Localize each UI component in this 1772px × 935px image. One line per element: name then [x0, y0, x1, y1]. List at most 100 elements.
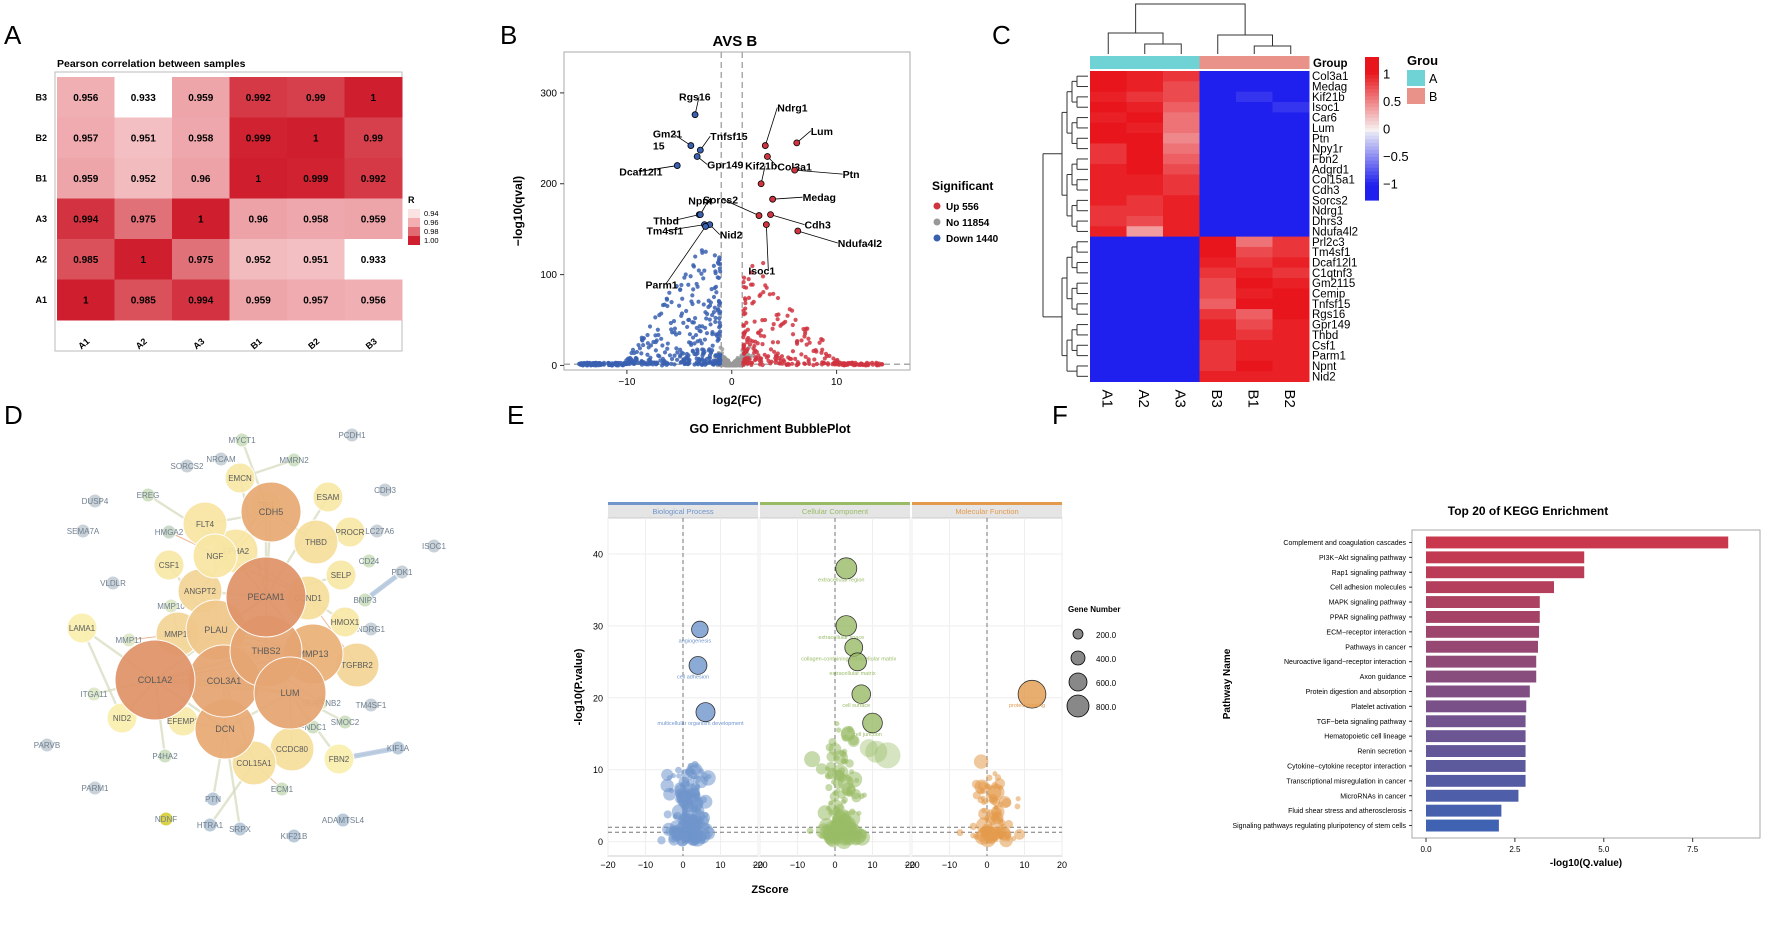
network-node: [361, 553, 377, 569]
col-dendrogram: [1144, 43, 1182, 54]
point-up: [751, 346, 756, 351]
heatmap-cell: [1236, 340, 1273, 351]
panel-b: AVS B−10 0 100100200300log2(FC)−log10(qval…: [511, 33, 999, 407]
legend-swatch: [408, 209, 420, 218]
gene-row-label: Kif21b: [1312, 92, 1345, 104]
point-down: [668, 320, 673, 326]
heatmap-cell: [114, 279, 173, 321]
point-up: [811, 348, 816, 354]
row-label: A3: [35, 214, 47, 224]
gene-label: Kif21b: [745, 161, 777, 173]
go-term-bubble: [657, 836, 666, 845]
point-down: [716, 275, 722, 281]
pathway-label: ECM−receptor interaction: [1326, 629, 1406, 636]
heatmap-cell: [1126, 143, 1164, 155]
group-annotation-title: Group: [1313, 58, 1348, 70]
heatmap-cell: [1126, 153, 1164, 165]
heatmap-cell: [1199, 236, 1237, 248]
heatmap-cell: [1090, 246, 1127, 258]
point-down: [698, 329, 703, 334]
point-down: [717, 320, 722, 325]
node-label: ESAM: [317, 493, 340, 502]
point-up: [812, 357, 817, 362]
gene-label: Ptn: [843, 169, 860, 181]
heatmap-cell: [1090, 102, 1127, 113]
go-term-bubble: [697, 811, 710, 825]
panel-letter-d: D: [4, 400, 23, 430]
heatmap-cell: [1090, 164, 1127, 175]
heatmap-cell: [1236, 278, 1273, 289]
point-down: [669, 327, 674, 332]
heatmap-cell: [1126, 112, 1164, 124]
colorbar-segment: [1365, 182, 1379, 187]
heatmap-cell: [1126, 81, 1164, 93]
go-term-bubble: [824, 771, 834, 780]
heatmap-cell: [1199, 340, 1237, 351]
heatmap-cell: [1126, 288, 1164, 300]
kegg-bar: [1426, 596, 1540, 608]
gene-row-label: Rgs16: [1312, 309, 1345, 321]
go-term-label: extracellular region: [818, 577, 864, 583]
go-term-bubble: [859, 739, 878, 758]
go-term-bubble: [682, 832, 688, 838]
heatmap-cell: [1236, 205, 1273, 217]
cell-value: 0.957: [303, 295, 328, 306]
gene-row-label: Gpr149: [1312, 320, 1350, 332]
network-node: [202, 817, 218, 833]
point-down: [629, 350, 634, 356]
network-node: [192, 533, 238, 579]
go-term-bubble: [850, 835, 861, 846]
point-up: [762, 352, 767, 357]
point-down: [673, 332, 679, 337]
node-label: LUM: [280, 688, 299, 698]
node-label: EMCN: [228, 474, 252, 483]
heatmap-cell: [1163, 246, 1200, 258]
x-tick-label: 10: [1019, 860, 1029, 870]
colorbar-segment: [1365, 60, 1379, 65]
colorbar-segment: [1365, 153, 1379, 158]
network-node: [312, 481, 344, 513]
go-term-bubble: [976, 786, 985, 795]
node-label: CSF1: [159, 561, 180, 570]
heatmap-cell: [114, 77, 173, 118]
kegg-bar: [1426, 819, 1499, 832]
cell-value: 0.994: [188, 295, 213, 306]
go-term-bubble: [682, 783, 699, 800]
node-label: COL3A1: [207, 676, 242, 686]
cell-value: 0.957: [73, 133, 98, 144]
point-down: [685, 356, 690, 361]
point-down: [674, 346, 679, 351]
point-up: [790, 332, 796, 337]
point-down: [694, 281, 699, 287]
heatmap-cell: [1199, 298, 1237, 310]
colorbar-tick: 0: [1383, 122, 1390, 137]
point-up: [742, 296, 748, 301]
heatmap-cell: [1199, 226, 1237, 238]
cell-value: 0.999: [303, 174, 328, 185]
go-term-bubble: [982, 827, 988, 833]
cell-value: 0.99: [306, 93, 326, 104]
cell-value: 0.952: [131, 174, 156, 185]
gene-row-label: Lum: [1312, 123, 1334, 135]
go-term-bubble: [675, 794, 684, 804]
gene-row-label: Ndrg1: [1312, 206, 1343, 218]
colorbar-segment: [1365, 146, 1379, 151]
go-term-bubble: [1014, 803, 1021, 810]
panel-f: Top 20 of KEGG Enrichment 0.0 2.5 5.0 7.5 -lo…: [1222, 504, 1761, 869]
group-legend-title: Grou: [1407, 53, 1438, 68]
kegg-bar: [1426, 700, 1527, 713]
pathway-label: Fluid shear stress and atherosclerosis: [1288, 808, 1406, 815]
network-node: [179, 458, 195, 474]
heatmap-cell: [1272, 112, 1310, 124]
point-up: [863, 362, 868, 367]
x-tick-label: 0: [729, 377, 735, 388]
point-down: [667, 290, 672, 295]
point-up: [770, 340, 775, 345]
heatmap-cell: [1272, 143, 1310, 155]
legend-dot: [933, 218, 941, 226]
pathway-label: Hematopoietic cell lineage: [1324, 734, 1406, 741]
heatmap-cell: [1090, 133, 1127, 144]
pathway-label: MAPK signaling pathway: [1329, 600, 1407, 607]
point-up: [742, 342, 747, 347]
point-up: [771, 321, 776, 327]
